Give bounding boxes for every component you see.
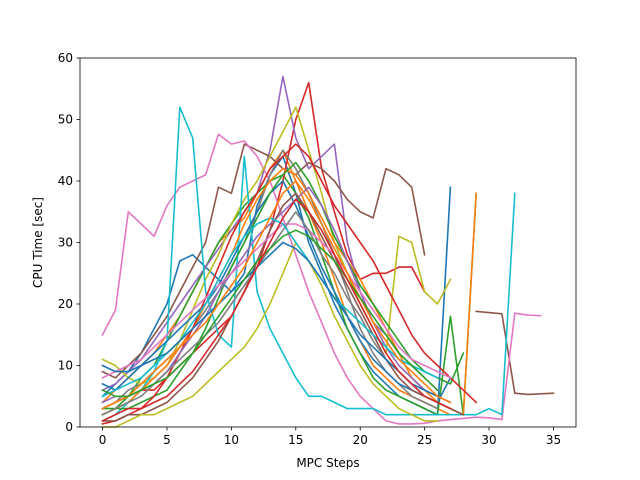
y-axis-ticks: 0 10 20 30 40 50 60 xyxy=(58,51,80,434)
series-line-24 xyxy=(101,198,452,422)
series-line-20 xyxy=(101,217,439,398)
y-tick-label: 60 xyxy=(58,51,73,65)
y-tick-label: 20 xyxy=(58,297,73,311)
x-axis-ticks: 0 5 10 15 20 25 30 35 xyxy=(99,427,561,447)
y-tick-label: 10 xyxy=(58,359,73,373)
x-tick-label: 10 xyxy=(224,433,239,447)
series-line-19 xyxy=(101,241,439,428)
x-tick-label: 5 xyxy=(163,433,171,447)
x-tick-label: 20 xyxy=(353,433,368,447)
series-line-2 xyxy=(101,149,452,416)
series-line-13 xyxy=(101,161,465,410)
x-axis-label: MPC Steps xyxy=(296,456,359,470)
y-tick-label: 0 xyxy=(65,420,73,434)
y-axis-label: CPU Time [sec] xyxy=(31,197,45,288)
y-tick-label: 30 xyxy=(58,236,73,250)
series-line-8 xyxy=(101,149,439,410)
x-tick-label: 25 xyxy=(417,433,432,447)
series-line-16 xyxy=(101,192,465,422)
x-tick-label: 30 xyxy=(481,433,496,447)
x-tick-label: 35 xyxy=(546,433,561,447)
series-line-22 xyxy=(101,180,452,410)
y-tick-label: 50 xyxy=(58,113,73,127)
y-tick-label: 40 xyxy=(58,174,73,188)
series-line-4 xyxy=(101,81,426,410)
series-line-1 xyxy=(101,155,452,416)
x-tick-label: 0 xyxy=(99,433,107,447)
series-line-14 xyxy=(101,143,478,425)
series-line-11 xyxy=(101,180,452,404)
series-line-21 xyxy=(101,241,439,398)
series-line-6 xyxy=(101,143,555,396)
series-layer xyxy=(101,75,555,428)
series-line-23 xyxy=(101,229,439,398)
x-tick-label: 15 xyxy=(288,433,303,447)
series-line-10 xyxy=(101,106,516,422)
